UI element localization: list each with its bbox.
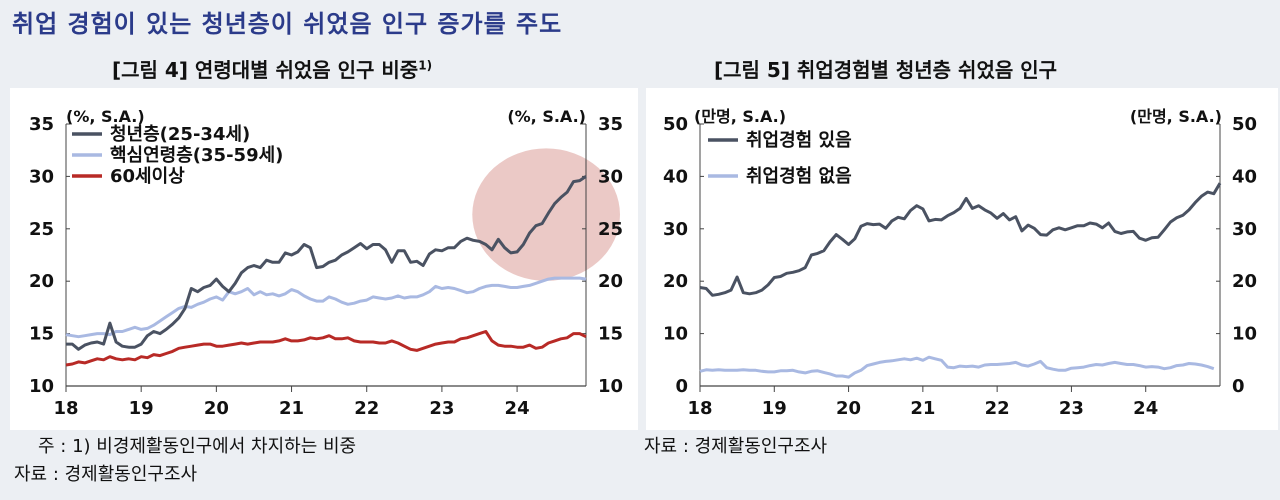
chart5-xtick: 24 <box>1133 398 1158 419</box>
chart4-legend-label: 청년층(25-34세) <box>110 124 250 145</box>
chart4-series-line-0 <box>66 175 587 351</box>
chart5-ytick-left: 0 <box>675 376 688 397</box>
chart5-ytick-left: 20 <box>663 271 688 292</box>
chart4-series-line-1 <box>65 276 587 339</box>
chart4-ytick-right: 15 <box>598 324 623 345</box>
chart4-legend-label: 60세이상 <box>110 166 185 187</box>
chart4-xtick: 22 <box>354 398 379 419</box>
chart4-xtick: 24 <box>505 398 530 419</box>
chart5-series-line-1 <box>699 355 1215 379</box>
chart5-series-line-0 <box>699 182 1222 297</box>
chart5-ytick-right: 40 <box>1232 166 1257 187</box>
chart5-xtick: 18 <box>687 398 712 419</box>
chart4-xtick: 20 <box>204 398 229 419</box>
chart4-ytick-left: 25 <box>29 219 54 240</box>
chart5-xtick: 20 <box>836 398 861 419</box>
figure4-chart: 10 10 15 15 20 20 25 25 30 30 35 35 (%, S.A.) (%, S.A… <box>29 107 623 419</box>
figure4-title: [그림 4] 연령대별 쉬었음 인구 비중1) <box>112 54 432 83</box>
chart5-ylabel-right: (만명, S.A.) <box>1130 107 1222 126</box>
chart4-ytick-left: 15 <box>29 324 54 345</box>
chart4-ytick-right: 10 <box>598 376 623 397</box>
chart5-ylabel-left: (만명, S.A.) <box>694 107 786 126</box>
figure5-chart: 0 0 10 10 20 20 30 30 40 40 50 50 (만명, S.A.) (만명, S.A… <box>663 107 1257 419</box>
chart5-ytick-right: 10 <box>1232 324 1257 345</box>
figure4-source: 자료 : 경제활동인구조사 <box>14 464 198 485</box>
figure5-panel: 0 0 10 10 20 20 30 30 40 40 50 50 (만명, S.A.) (만명, S.A… <box>646 88 1278 430</box>
chart4-ylabel-left: (%, S.A.) <box>66 107 145 126</box>
figure4-footnote: 주 : 1) 비경제활동인구에서 차지하는 비중 <box>38 436 357 457</box>
chart5-xtick: 19 <box>762 398 787 419</box>
chart5-ytick-right: 0 <box>1232 376 1245 397</box>
chart5-ytick-left: 10 <box>663 324 688 345</box>
chart4-ytick-right: 30 <box>598 166 623 187</box>
chart5-xtick: 23 <box>1059 398 1084 419</box>
chart5-ytick-right: 30 <box>1232 219 1257 240</box>
chart4-ytick-right: 20 <box>598 271 623 292</box>
chart4-ytick-left: 30 <box>29 166 54 187</box>
figure5-title: [그림 5] 취업경험별 청년층 쉬었음 인구 <box>714 58 1058 82</box>
chart4-ylabel-right: (%, S.A.) <box>507 107 586 126</box>
chart4-ytick-left: 10 <box>29 376 54 397</box>
chart4-xtick: 21 <box>279 398 304 419</box>
chart4-xtick: 23 <box>429 398 454 419</box>
chart5-xtick: 22 <box>985 398 1010 419</box>
chart4-xtick: 19 <box>129 398 154 419</box>
figure4-panel: 10 10 15 15 20 20 25 25 30 30 35 35 (%, S.A.) (%, S.A… <box>10 88 638 430</box>
figure5-source: 자료 : 경제활동인구조사 <box>644 436 828 457</box>
figure4-title-text: [그림 4] 연령대별 쉬었음 인구 비중 <box>112 58 419 82</box>
chart4-xtick: 18 <box>53 398 78 419</box>
chart5-ytick-left: 40 <box>663 166 688 187</box>
chart4-ytick-left: 35 <box>29 114 54 135</box>
chart5-ytick-right: 20 <box>1232 271 1257 292</box>
figure4-title-footnote-mark: 1) <box>418 58 433 73</box>
page-headline: 취업 경험이 있는 청년층이 쉬었음 인구 증가를 주도 <box>12 10 563 38</box>
chart4-ytick-right: 35 <box>598 114 623 135</box>
chart4-legend-label: 핵심연령층(35-59세) <box>110 145 283 166</box>
chart5-xtick: 21 <box>910 398 935 419</box>
chart5-legend-label: 취업경험 있음 <box>746 129 852 151</box>
chart5-ytick-left: 50 <box>663 114 688 135</box>
chart5-legend-label: 취업경험 없음 <box>746 165 852 187</box>
chart5-ytick-right: 50 <box>1232 114 1257 135</box>
chart4-series-line-2 <box>65 330 587 367</box>
chart5-ytick-left: 30 <box>663 219 688 240</box>
chart4-ytick-left: 20 <box>29 271 54 292</box>
chart4-ytick-right: 25 <box>598 219 623 240</box>
